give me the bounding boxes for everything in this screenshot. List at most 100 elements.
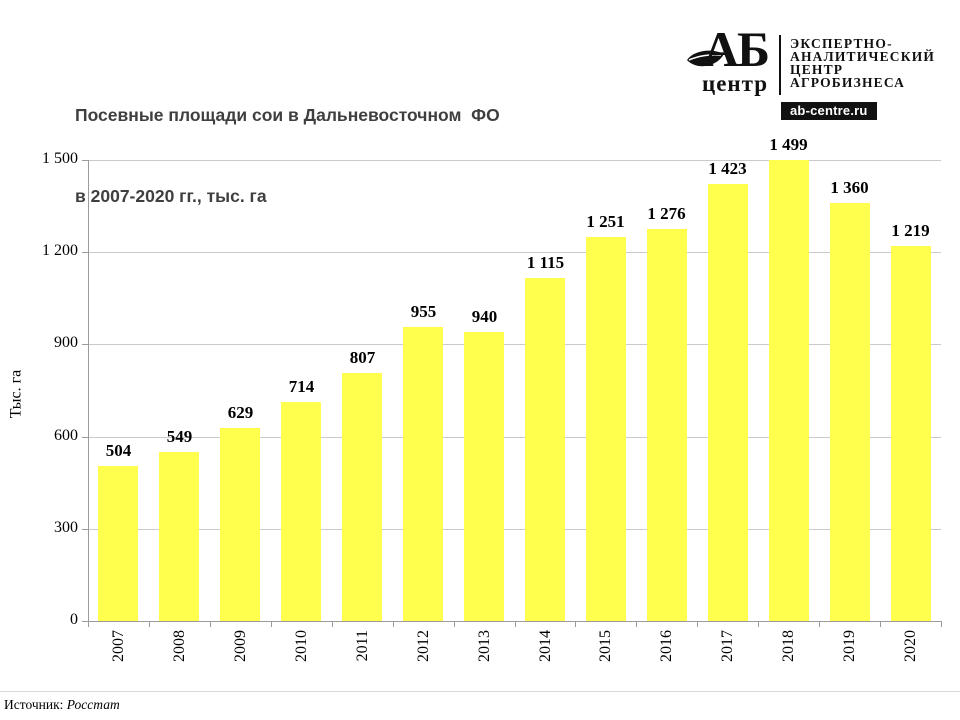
x-tick-label: 2017 — [697, 630, 758, 680]
x-tick-label-text: 2019 — [840, 630, 858, 662]
y-tick-mark — [82, 160, 88, 161]
source-note: Источник: Росстат — [4, 697, 120, 713]
y-axis-title: Тыс. га — [7, 369, 25, 419]
x-tick-label: 2018 — [758, 630, 819, 680]
gridline — [88, 437, 941, 438]
bar — [708, 184, 748, 621]
x-tick-label: 2015 — [575, 630, 636, 680]
x-tick-label-text: 2011 — [353, 630, 371, 662]
footer-divider — [0, 691, 960, 692]
logo-caption-line: АНАЛИТИЧЕСКИЙ — [790, 49, 936, 64]
x-tick-mark — [454, 621, 455, 627]
x-tick-mark — [332, 621, 333, 627]
bar — [464, 332, 504, 621]
bar — [342, 373, 382, 621]
logo-caption: ЭКСПЕРТНО- АНАЛИТИЧЕСКИЙ ЦЕНТР АГРОБИЗНЕСА — [790, 36, 936, 90]
bar-value-label: 1 219 — [891, 221, 930, 240]
logo-mark-text: АБ — [702, 21, 770, 77]
bar-value-label: 1 115 — [526, 253, 565, 272]
x-tick-label: 2014 — [515, 630, 576, 680]
x-tick-label: 2009 — [210, 630, 271, 680]
x-tick-label: 2019 — [819, 630, 880, 680]
gridline — [88, 160, 941, 161]
logo-caption-line: ЭКСПЕРТНО- — [790, 36, 893, 51]
x-tick-mark — [575, 621, 576, 627]
bar-value-label: 549 — [166, 427, 193, 446]
gridline — [88, 344, 941, 345]
y-tick-mark — [82, 621, 88, 622]
x-tick-mark — [149, 621, 150, 627]
bar — [647, 229, 687, 621]
x-tick-mark — [758, 621, 759, 627]
x-tick-mark — [636, 621, 637, 627]
x-tick-label: 2016 — [636, 630, 697, 680]
logo-divider — [779, 35, 781, 95]
x-tick-mark — [941, 621, 942, 627]
x-tick-mark — [515, 621, 516, 627]
x-tick-label-text: 2020 — [901, 630, 919, 662]
bar — [586, 237, 626, 621]
x-tick-label-text: 2010 — [292, 630, 310, 662]
source-label: Источник: — [4, 697, 64, 712]
x-tick-mark — [393, 621, 394, 627]
x-tick-label-text: 2014 — [536, 630, 554, 662]
x-tick-label: 2010 — [271, 630, 332, 680]
bar — [281, 402, 321, 621]
y-tick-mark — [82, 437, 88, 438]
bar — [891, 246, 931, 621]
x-tick-label: 2012 — [393, 630, 454, 680]
logo-mark-subtext: центр — [701, 71, 769, 96]
bar-value-label: 1 360 — [830, 178, 869, 197]
bar-value-label: 1 276 — [647, 204, 686, 223]
x-tick-label-text: 2009 — [231, 630, 249, 662]
bar — [403, 327, 443, 621]
bar — [525, 278, 565, 621]
bar-value-label: 940 — [471, 307, 498, 326]
page-title: Посевные площади сои в Дальневосточном Ф… — [75, 48, 500, 264]
bar — [220, 428, 260, 621]
source-value: Росстат — [66, 697, 120, 712]
x-tick-label: 2013 — [454, 630, 515, 680]
y-axis-line — [88, 160, 89, 621]
y-tick-label: 600 — [54, 427, 78, 444]
bar — [98, 466, 138, 621]
bar-value-label: 955 — [410, 302, 437, 321]
bar — [769, 160, 809, 621]
bar-value-label: 504 — [105, 441, 132, 460]
x-tick-mark — [88, 621, 89, 627]
bar — [159, 452, 199, 621]
x-tick-label-text: 2013 — [475, 630, 493, 662]
bar — [830, 203, 870, 621]
bar-value-label: 629 — [227, 403, 254, 422]
x-tick-label-text: 2007 — [109, 630, 127, 662]
y-tick-label: 300 — [54, 519, 78, 536]
y-tick-mark — [82, 529, 88, 530]
leaf-icon — [687, 50, 724, 67]
x-tick-mark — [210, 621, 211, 627]
y-tick-label: 1 200 — [42, 242, 78, 259]
x-tick-label: 2011 — [332, 630, 393, 680]
x-tick-label-text: 2008 — [170, 630, 188, 662]
logo-website-badge: ab-centre.ru — [781, 102, 877, 120]
bar-value-label: 1 499 — [769, 135, 808, 154]
gridline — [88, 252, 941, 253]
x-tick-label: 2020 — [880, 630, 941, 680]
y-tick-label: 1 500 — [42, 150, 78, 167]
x-tick-label: 2008 — [149, 630, 210, 680]
logo-caption-line: ЦЕНТР — [790, 62, 844, 77]
x-tick-mark — [697, 621, 698, 627]
x-tick-label-text: 2015 — [596, 630, 614, 662]
bar-value-label: 714 — [288, 377, 315, 396]
y-tick-label: 900 — [54, 334, 78, 351]
bar-value-label: 1 251 — [586, 212, 625, 231]
page-title-line2: в 2007-2020 гг., тыс. га — [75, 186, 267, 206]
y-tick-label: 0 — [70, 611, 78, 628]
ab-centre-logo: АБ центр ЭКСПЕРТНО- АНАЛИТИЧЕСКИЙ ЦЕНТР АГР… — [687, 24, 938, 125]
bar-value-label: 807 — [349, 348, 376, 367]
x-tick-mark — [271, 621, 272, 627]
logo-caption-line: АГРОБИЗНЕСА — [790, 75, 906, 90]
x-tick-label-text: 2018 — [779, 630, 797, 662]
x-tick-label-text: 2017 — [718, 630, 736, 662]
x-tick-label: 2007 — [88, 630, 149, 680]
